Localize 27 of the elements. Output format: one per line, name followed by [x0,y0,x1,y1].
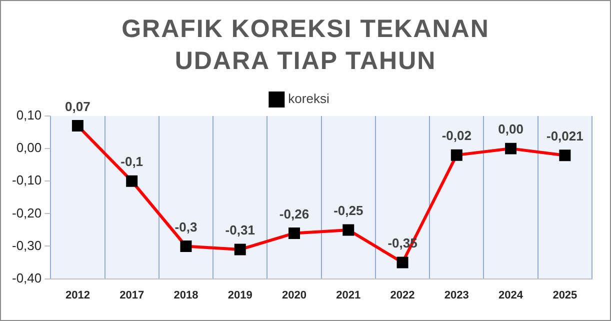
data-label: -0,3 [174,219,198,234]
data-label: -0,25 [334,203,364,218]
chart-title: GRAFIK KOREKSI TEKANAN UDARA TIAP TAHUN [120,14,490,77]
x-tick-label: 2023 [444,289,469,302]
x-tick-label: 2012 [65,289,90,302]
x-tick-label: 2019 [228,289,252,302]
data-label: 0,07 [65,98,90,114]
x-tick-label: 2020 [282,289,306,302]
x-tick-label: 2024 [498,289,524,302]
y-tick-label: 0,10 [16,108,42,123]
data-label: -0,021 [546,128,584,144]
y-tick-label: -0,20 [12,205,42,220]
y-tick-label: 0,00 [16,140,42,156]
data-label: 0,00 [498,122,524,137]
data-label: -0,1 [120,154,144,170]
y-tick-label: -0,10 [12,172,42,188]
x-tick-label: 2018 [174,289,198,302]
y-tick-label: -0,40 [12,270,42,286]
y-tick-label: -0,30 [12,238,42,253]
x-tick-label: 2025 [552,289,578,302]
legend-label: koreksi [288,91,330,106]
data-label: -0,31 [225,222,255,238]
data-label: -0,26 [279,206,310,222]
data-label: -0,02 [442,128,472,144]
x-tick-label: 2022 [390,289,415,302]
x-tick-label: 2017 [120,289,144,302]
x-tick-label: 2021 [336,289,361,302]
